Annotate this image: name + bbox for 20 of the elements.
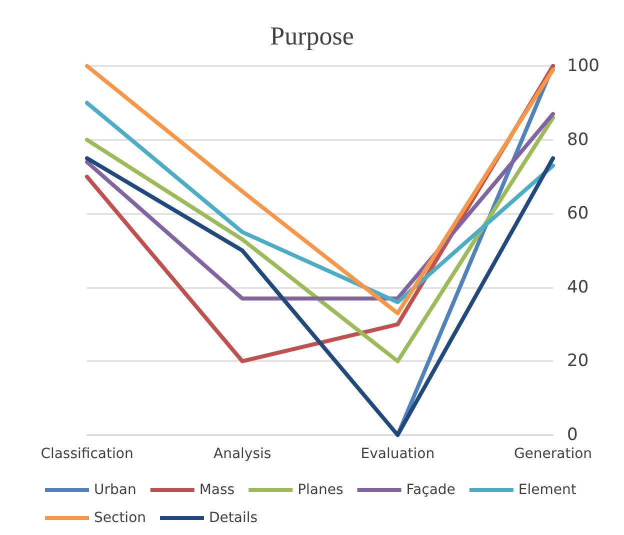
- y-tick-label: 100: [567, 56, 600, 76]
- chart-title: Purpose: [270, 22, 354, 50]
- legend-label: Details: [209, 510, 258, 526]
- y-tick-label: 60: [567, 204, 589, 224]
- y-tick-label: 20: [567, 351, 589, 372]
- legend-label: Mass: [199, 482, 235, 498]
- legend-label: Urban: [94, 482, 136, 498]
- y-tick-label: 80: [567, 130, 589, 150]
- line-series: [85, 64, 555, 316]
- line-series: [85, 116, 555, 364]
- y-tick-label: 0: [567, 425, 578, 445]
- x-tick-label: Generation: [514, 446, 592, 462]
- legend-label: Element: [518, 482, 577, 498]
- legend-label: Façade: [406, 482, 456, 498]
- y-tick-label: 40: [567, 277, 589, 298]
- x-tick-label: Analysis: [213, 446, 272, 462]
- legend-label: Section: [94, 510, 146, 526]
- x-tick-label: Classification: [40, 446, 134, 462]
- legend-label: Planes: [298, 482, 344, 498]
- x-tick-label: Evaluation: [360, 446, 435, 462]
